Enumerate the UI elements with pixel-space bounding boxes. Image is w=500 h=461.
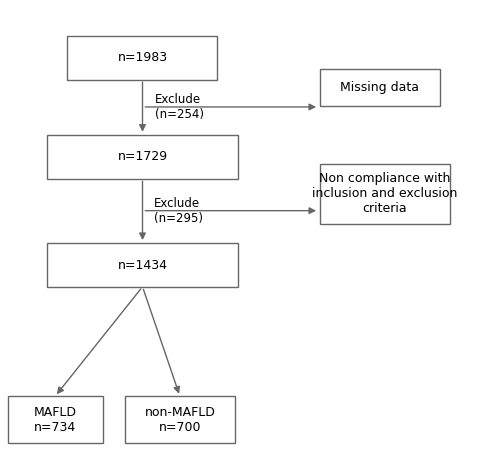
Bar	[48, 243, 238, 287]
Text: n=1434: n=1434	[118, 259, 168, 272]
Text: MAFLD
n=734: MAFLD n=734	[34, 406, 76, 433]
Bar	[320, 164, 450, 224]
Text: Exclude
(n=295): Exclude (n=295)	[154, 197, 203, 225]
Text: non-MAFLD
n=700: non-MAFLD n=700	[144, 406, 216, 433]
Bar	[8, 396, 102, 443]
Bar	[48, 135, 238, 178]
Text: n=1729: n=1729	[118, 150, 168, 163]
Bar	[68, 35, 218, 79]
Text: Missing data: Missing data	[340, 81, 419, 94]
Text: Non compliance with
inclusion and exclusion
criteria: Non compliance with inclusion and exclus…	[312, 172, 458, 215]
Bar	[320, 69, 440, 106]
Text: n=1983: n=1983	[118, 51, 168, 64]
Text: Exclude
(n=254): Exclude (n=254)	[155, 93, 204, 121]
Bar	[125, 396, 235, 443]
